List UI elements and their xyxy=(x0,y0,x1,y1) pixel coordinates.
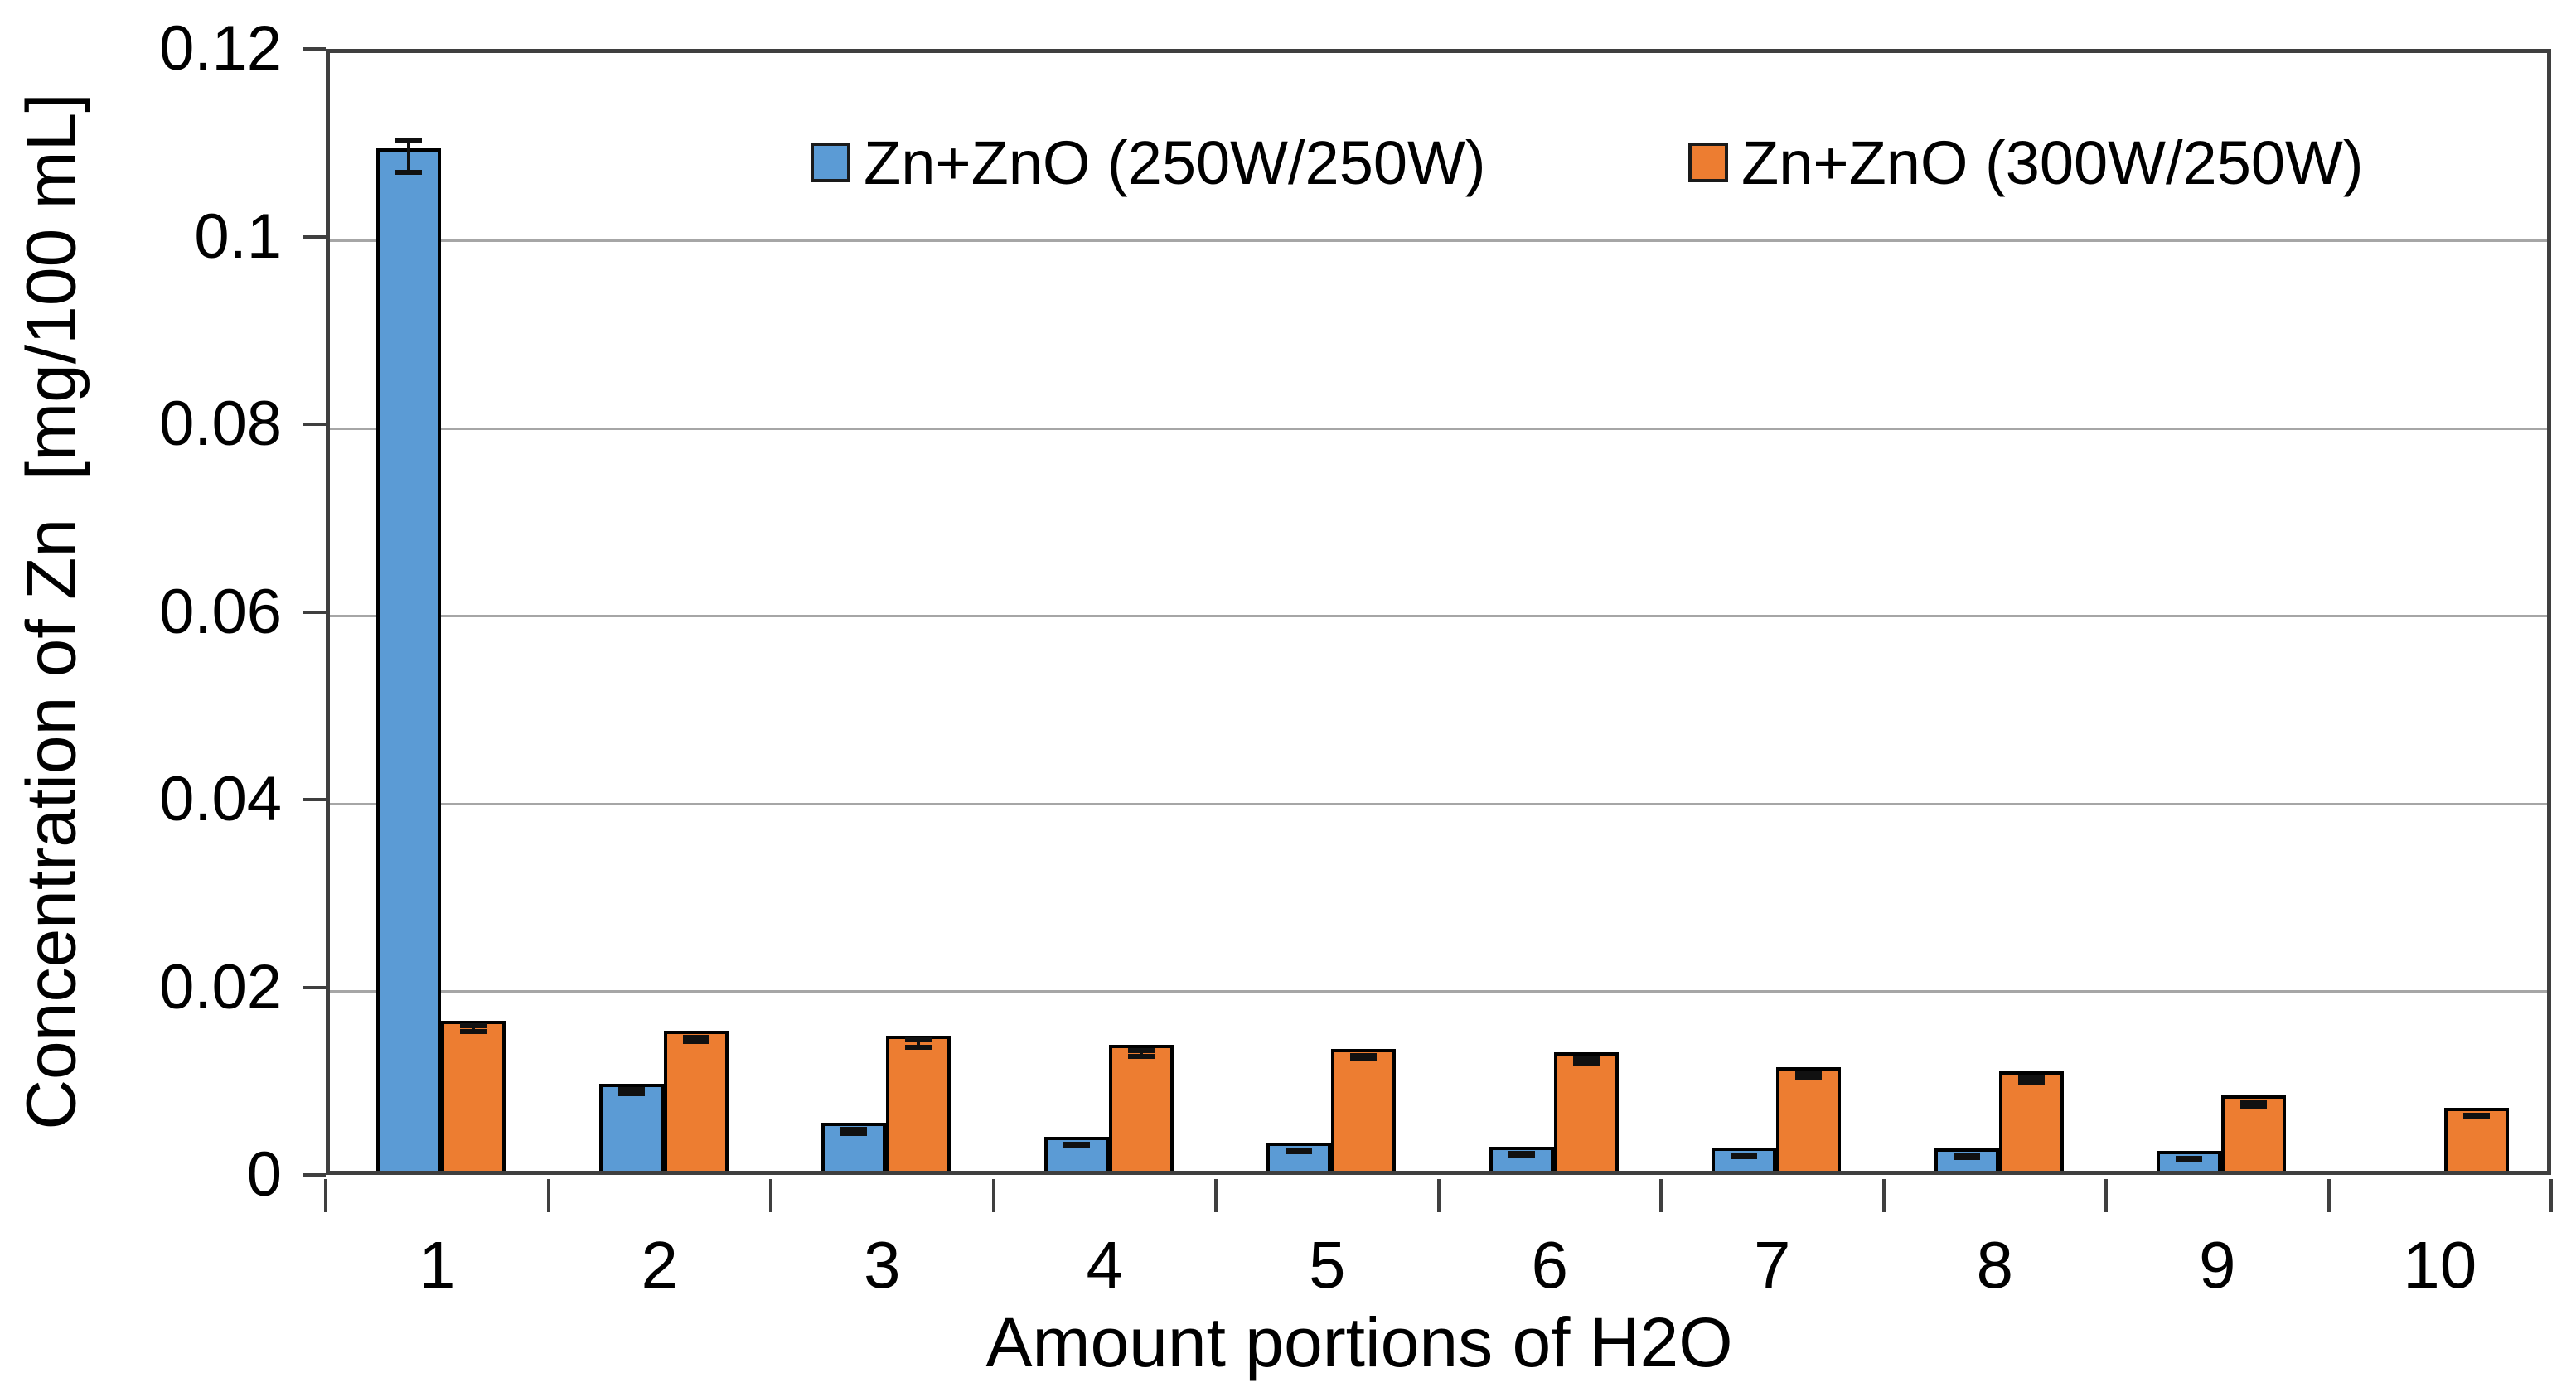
x-tick-label: 8 xyxy=(1976,1228,2014,1302)
x-tick-label: 9 xyxy=(2199,1228,2236,1302)
y-axis-tick xyxy=(303,423,326,426)
x-tick-label: 6 xyxy=(1531,1228,1569,1302)
x-axis-tick xyxy=(1659,1179,1663,1212)
error-bar-cap-top xyxy=(2017,1074,2045,1080)
legend-label-series-1: Zn+ZnO (250W/250W) xyxy=(864,128,1486,197)
x-tick-label: 7 xyxy=(1754,1228,1791,1302)
y-tick-label: 0.08 xyxy=(159,389,282,459)
error-bar xyxy=(2029,1076,2033,1083)
x-tick-label: 3 xyxy=(864,1228,901,1302)
x-tick-label: 10 xyxy=(2403,1228,2477,1302)
x-axis-tick xyxy=(546,1179,550,1212)
y-tick-label: 0.12 xyxy=(159,13,282,84)
bar-zn-zno-250w-250w--x2 xyxy=(598,1083,664,1171)
x-axis-tick xyxy=(991,1179,995,1212)
x-axis-tick xyxy=(769,1179,772,1212)
error-bar-cap-top xyxy=(460,1023,487,1029)
error-bar-cap-top xyxy=(682,1034,709,1040)
error-bar-cap-bottom xyxy=(460,1029,487,1035)
error-bar-cap-bottom xyxy=(1508,1153,1535,1158)
error-bar xyxy=(407,140,411,172)
error-bar-cap-top xyxy=(905,1037,932,1043)
bar-zn-zno-250w-250w--x1 xyxy=(376,147,442,1171)
x-tick-label: 5 xyxy=(1309,1228,1346,1302)
error-bar-cap-bottom xyxy=(2176,1158,2203,1163)
legend-item-series-1: Zn+ZnO (250W/250W) xyxy=(811,128,1486,197)
gridline xyxy=(330,427,2547,430)
error-bar-cap-top xyxy=(1795,1071,1823,1077)
error-bar-cap-bottom xyxy=(1350,1056,1378,1062)
x-axis-tick xyxy=(1881,1179,1886,1212)
y-axis-tick xyxy=(303,47,326,51)
error-bar-cap-top xyxy=(395,138,423,143)
bar-zn-zno-300w-250w--x4 xyxy=(1108,1045,1174,1171)
bar-zn-zno-300w-250w--x2 xyxy=(663,1031,729,1171)
error-bar-cap-bottom xyxy=(395,169,423,175)
bar-zn-zno-250w-250w--x7 xyxy=(1712,1147,1777,1171)
y-tick-label: 0.04 xyxy=(159,764,282,834)
error-bar-cap-bottom xyxy=(1953,1154,1980,1160)
y-axis-tick xyxy=(303,610,326,614)
bar-zn-zno-250w-250w--x6 xyxy=(1489,1146,1554,1171)
x-axis-tick xyxy=(2327,1179,2331,1212)
legend-swatch-orange xyxy=(1688,143,1728,182)
x-axis-tick xyxy=(2104,1179,2108,1212)
error-bar-cap-top xyxy=(617,1087,645,1093)
x-axis-tick xyxy=(2549,1179,2553,1212)
bar-zn-zno-300w-250w--x8 xyxy=(1998,1071,2064,1171)
error-bar-cap-bottom xyxy=(905,1045,932,1051)
y-tick-label: 0.1 xyxy=(194,201,282,272)
x-axis-tick xyxy=(1214,1179,1218,1212)
y-tick-label: 0 xyxy=(246,1139,282,1210)
error-bar-cap-bottom xyxy=(1127,1053,1155,1059)
error-bar-cap-bottom xyxy=(1572,1060,1600,1066)
error-bar-cap-bottom xyxy=(840,1130,868,1136)
gridline xyxy=(330,990,2547,993)
error-bar-cap-bottom xyxy=(1286,1149,1313,1155)
gridline xyxy=(330,802,2547,805)
legend-label-series-2: Zn+ZnO (300W/250W) xyxy=(1741,128,2364,197)
error-bar-cap-top xyxy=(840,1126,868,1132)
error-bar-cap-top xyxy=(1127,1047,1155,1053)
y-axis-tick xyxy=(303,985,326,989)
plot-area xyxy=(326,49,2551,1175)
x-axis-title: Amount portions of H2O xyxy=(985,1303,1733,1381)
x-tick-label: 4 xyxy=(1086,1228,1124,1302)
x-tick-label: 2 xyxy=(641,1228,679,1302)
gridline xyxy=(330,239,2547,242)
error-bar-cap-bottom xyxy=(2462,1114,2490,1120)
error-bar-cap-top xyxy=(1350,1052,1378,1058)
bar-zn-zno-300w-250w--x3 xyxy=(886,1035,951,1171)
error-bar xyxy=(472,1026,476,1032)
y-axis-tick xyxy=(303,234,326,239)
x-axis-tick xyxy=(324,1179,327,1212)
bar-zn-zno-300w-250w--x6 xyxy=(1553,1052,1619,1171)
error-bar-cap-bottom xyxy=(2240,1103,2268,1109)
error-bar-cap-bottom xyxy=(1063,1143,1090,1149)
error-bar-cap-top xyxy=(2240,1100,2268,1105)
legend-item-series-2: Zn+ZnO (300W/250W) xyxy=(1688,128,2364,197)
error-bar xyxy=(1139,1050,1143,1056)
bar-zn-zno-300w-250w--x5 xyxy=(1331,1048,1397,1171)
error-bar-cap-bottom xyxy=(2017,1080,2045,1085)
y-tick-label: 0.06 xyxy=(159,576,282,647)
x-axis-tick xyxy=(1436,1179,1441,1212)
error-bar-cap-top xyxy=(1572,1056,1600,1062)
bar-zn-zno-250w-250w--x5 xyxy=(1266,1143,1332,1171)
x-tick-label: 1 xyxy=(419,1228,456,1302)
error-bar-cap-bottom xyxy=(617,1090,645,1096)
error-bar-cap-bottom xyxy=(1795,1075,1823,1080)
bar-zn-zno-300w-250w--x7 xyxy=(1776,1067,1842,1171)
legend-swatch-blue xyxy=(811,143,850,182)
y-tick-label: 0.02 xyxy=(159,951,282,1022)
y-axis-tick xyxy=(303,798,326,801)
gridline xyxy=(330,615,2547,617)
error-bar-cap-bottom xyxy=(1731,1153,1758,1159)
bar-zn-zno-300w-250w--x1 xyxy=(441,1020,506,1171)
error-bar xyxy=(917,1040,921,1048)
y-axis-tick xyxy=(303,1173,326,1177)
error-bar-cap-bottom xyxy=(682,1038,709,1044)
